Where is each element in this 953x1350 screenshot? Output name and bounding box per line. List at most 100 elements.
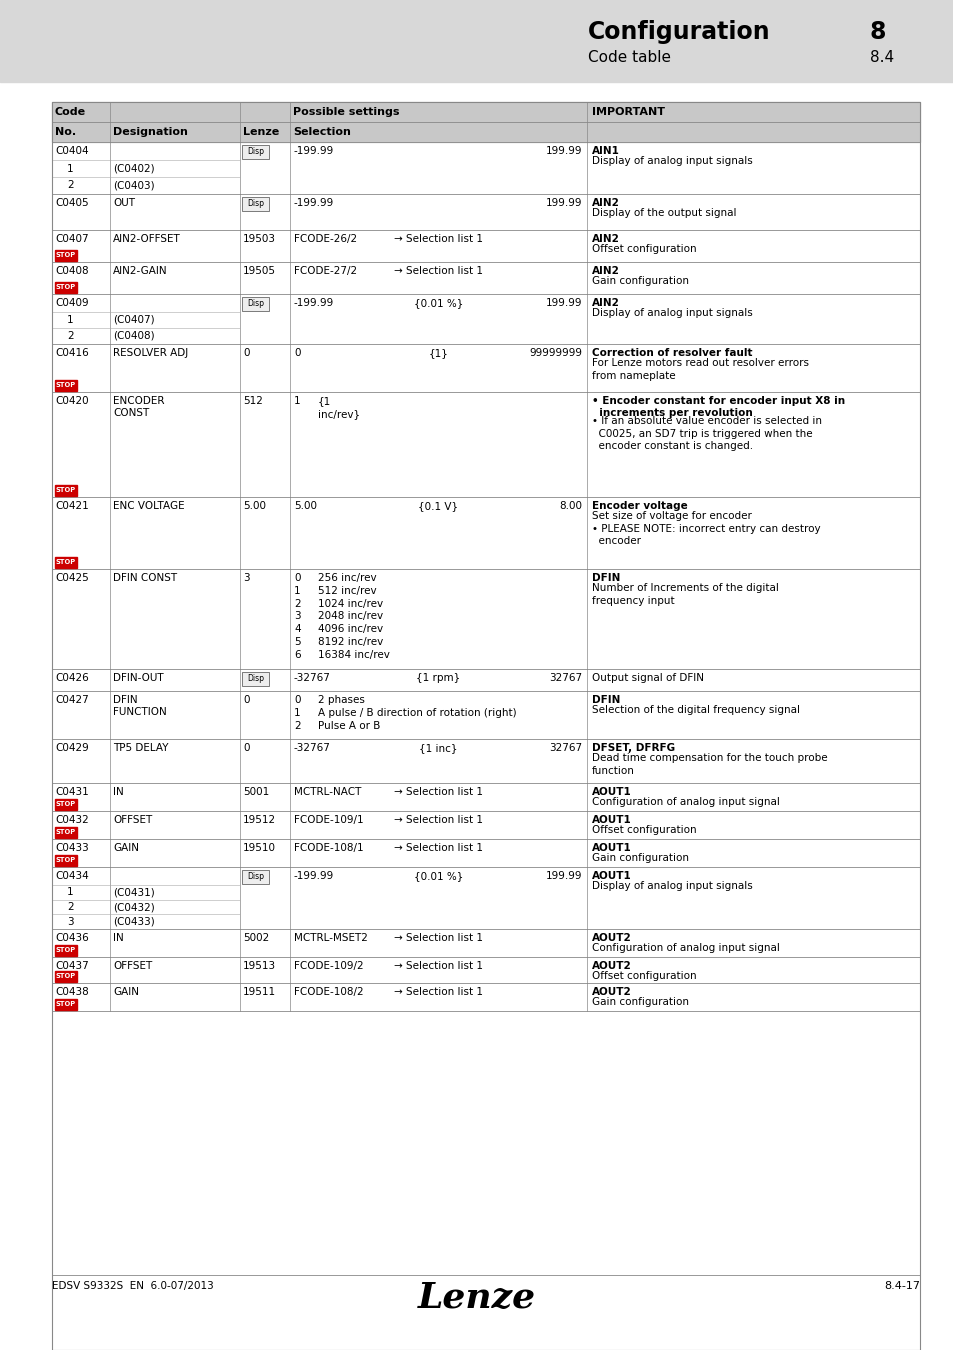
- Text: Code table: Code table: [587, 50, 670, 66]
- Text: Offset configuration: Offset configuration: [592, 971, 696, 981]
- Bar: [52, 142, 919, 194]
- Text: STOP: STOP: [56, 1000, 76, 1007]
- Text: Lenze: Lenze: [243, 127, 279, 136]
- Text: Display of the output signal: Display of the output signal: [592, 208, 736, 219]
- Bar: [55, 282, 77, 293]
- Text: Disp: Disp: [247, 298, 264, 308]
- Text: → Selection list 1: → Selection list 1: [394, 842, 482, 853]
- Text: Offset configuration: Offset configuration: [592, 825, 696, 836]
- Text: C0407: C0407: [55, 234, 89, 244]
- Text: Offset configuration: Offset configuration: [592, 244, 696, 254]
- Bar: [52, 122, 919, 142]
- Text: GAIN: GAIN: [112, 987, 139, 998]
- Text: C0429: C0429: [55, 743, 89, 753]
- Text: STOP: STOP: [56, 284, 76, 290]
- Bar: [52, 811, 919, 838]
- Text: C0427: C0427: [55, 695, 89, 705]
- Text: FCODE-27/2: FCODE-27/2: [294, 266, 356, 275]
- Text: DFIN CONST: DFIN CONST: [112, 572, 177, 583]
- Text: Configuration of analog input signal: Configuration of analog input signal: [592, 798, 779, 807]
- Text: AIN2: AIN2: [592, 198, 619, 208]
- Text: {1}: {1}: [428, 348, 448, 358]
- Text: C0409: C0409: [55, 298, 89, 308]
- Text: FCODE-108/1: FCODE-108/1: [294, 842, 363, 853]
- Text: 8.4: 8.4: [869, 50, 893, 66]
- Text: 199.99: 199.99: [545, 198, 581, 208]
- Text: {1 inc}: {1 inc}: [418, 743, 457, 753]
- Text: STOP: STOP: [56, 946, 76, 953]
- Bar: [52, 497, 919, 568]
- Text: Designation: Designation: [112, 127, 188, 136]
- Text: 0: 0: [243, 348, 250, 358]
- Text: AOUT1: AOUT1: [592, 787, 631, 796]
- Text: 19503: 19503: [243, 234, 275, 244]
- Text: C0421: C0421: [55, 501, 89, 512]
- Text: DFSET, DFRFG: DFSET, DFRFG: [592, 743, 675, 753]
- Bar: [55, 826, 77, 837]
- Text: -199.99: -199.99: [294, 146, 334, 157]
- Text: AOUT1: AOUT1: [592, 871, 631, 882]
- Text: -32767: -32767: [294, 743, 331, 753]
- Text: (C0402): (C0402): [112, 163, 154, 174]
- Text: 0
1
2
3
4
5
6: 0 1 2 3 4 5 6: [294, 572, 300, 660]
- Text: 1: 1: [67, 163, 73, 174]
- Text: • If an absolute value encoder is selected in
  C0025, an SD7 trip is triggered : • If an absolute value encoder is select…: [592, 416, 821, 451]
- Text: IN: IN: [112, 787, 124, 796]
- Text: FCODE-108/2: FCODE-108/2: [294, 987, 363, 998]
- Text: C0436: C0436: [55, 933, 89, 944]
- Text: 19512: 19512: [243, 815, 275, 825]
- Text: 0: 0: [243, 695, 250, 705]
- Bar: [55, 945, 77, 956]
- Text: (C0408): (C0408): [112, 331, 154, 342]
- Text: ENC VOLTAGE: ENC VOLTAGE: [112, 501, 185, 512]
- Text: C0431: C0431: [55, 787, 89, 796]
- Text: ENCODER
CONST: ENCODER CONST: [112, 396, 164, 418]
- Text: No.: No.: [55, 127, 76, 136]
- Bar: [0, 0, 953, 82]
- FancyBboxPatch shape: [242, 297, 269, 310]
- Text: Lenze: Lenze: [417, 1281, 536, 1315]
- Text: (C0433): (C0433): [112, 917, 154, 926]
- Bar: [52, 194, 919, 230]
- Text: 19505: 19505: [243, 266, 275, 275]
- Text: → Selection list 1: → Selection list 1: [394, 933, 482, 944]
- Text: Code: Code: [55, 107, 86, 117]
- Text: TP5 DELAY: TP5 DELAY: [112, 743, 169, 753]
- Text: Number of Increments of the digital
frequency input: Number of Increments of the digital freq…: [592, 583, 778, 606]
- Text: (C0431): (C0431): [112, 887, 154, 898]
- Text: C0408: C0408: [55, 266, 89, 275]
- Text: Disp: Disp: [247, 872, 264, 882]
- Text: C0438: C0438: [55, 987, 89, 998]
- Text: Gain configuration: Gain configuration: [592, 853, 688, 863]
- Text: 199.99: 199.99: [545, 298, 581, 308]
- Text: STOP: STOP: [56, 382, 76, 387]
- Text: (C0403): (C0403): [112, 181, 154, 190]
- Text: FCODE-109/2: FCODE-109/2: [294, 961, 363, 971]
- Text: Correction of resolver fault: Correction of resolver fault: [592, 348, 752, 358]
- Text: STOP: STOP: [56, 857, 76, 863]
- Bar: [55, 798, 77, 810]
- Text: STOP: STOP: [56, 487, 76, 493]
- Text: Possible settings: Possible settings: [293, 107, 399, 117]
- Text: 3: 3: [67, 917, 73, 926]
- Text: C0405: C0405: [55, 198, 89, 208]
- Text: -199.99: -199.99: [294, 198, 334, 208]
- Bar: [52, 983, 919, 1011]
- Text: Configuration of analog input signal: Configuration of analog input signal: [592, 944, 779, 953]
- Bar: [52, 691, 919, 738]
- Text: C0416: C0416: [55, 348, 89, 358]
- Bar: [52, 957, 919, 983]
- Text: Output signal of DFIN: Output signal of DFIN: [592, 674, 703, 683]
- Text: 2: 2: [67, 902, 73, 913]
- Text: Gain configuration: Gain configuration: [592, 998, 688, 1007]
- Text: EDSV S9332S  EN  6.0-07/2013: EDSV S9332S EN 6.0-07/2013: [52, 1281, 213, 1291]
- Text: DFIN: DFIN: [592, 572, 619, 583]
- Bar: [52, 344, 919, 391]
- Text: Disp: Disp: [247, 147, 264, 157]
- Text: 0: 0: [243, 743, 250, 753]
- Text: 19510: 19510: [243, 842, 275, 853]
- Bar: [52, 103, 919, 122]
- Text: AOUT1: AOUT1: [592, 842, 631, 853]
- Text: STOP: STOP: [56, 973, 76, 979]
- Text: STOP: STOP: [56, 829, 76, 836]
